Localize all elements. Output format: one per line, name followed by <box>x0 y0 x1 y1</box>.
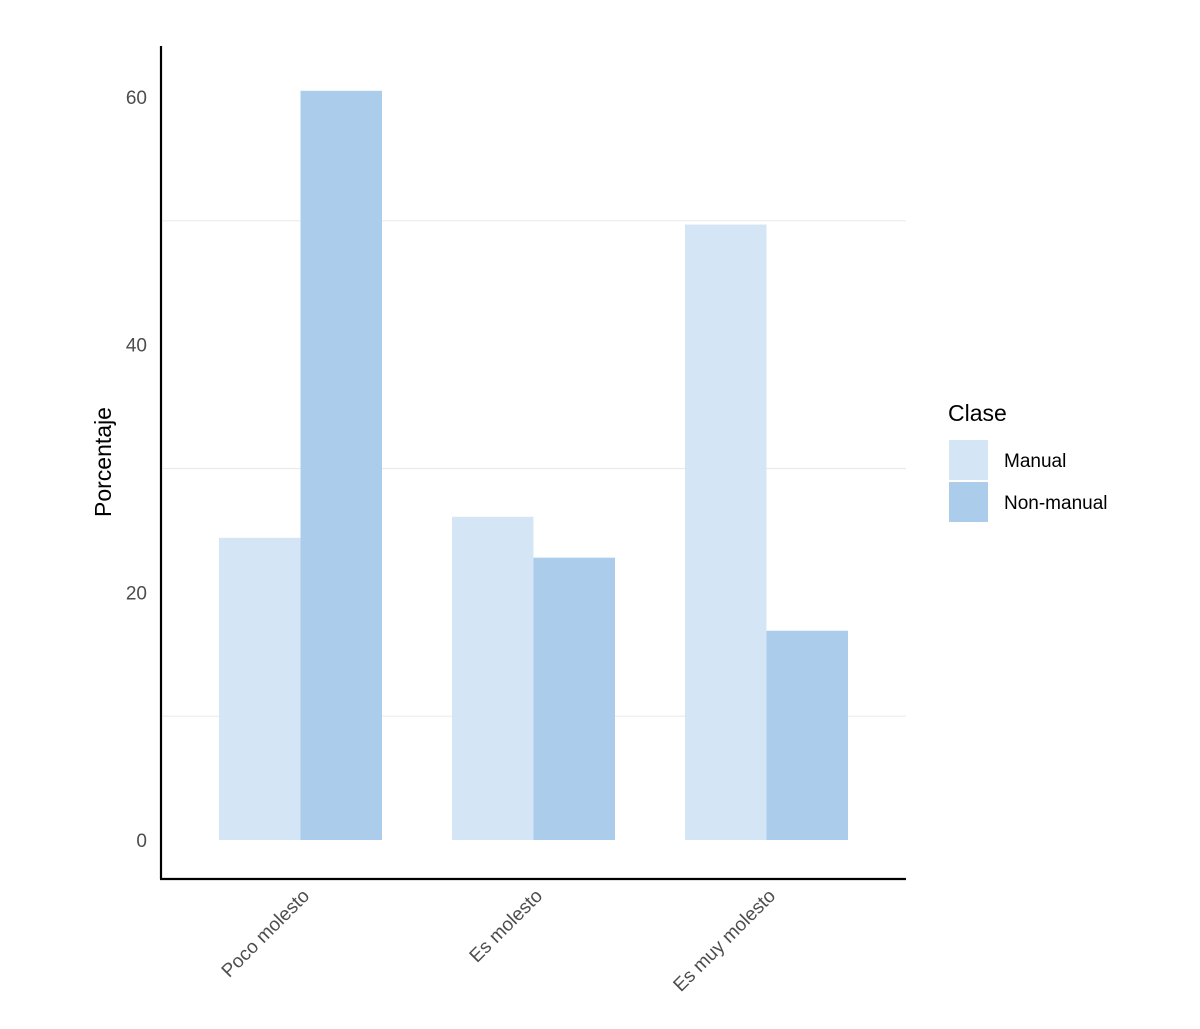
legend-items: Manual Non-manual <box>949 440 1108 522</box>
bar-manual <box>219 537 301 840</box>
y-tick-label: 0 <box>136 831 147 852</box>
legend-key <box>949 440 988 480</box>
bars <box>219 90 848 840</box>
y-axis-title: Porcentaje <box>90 407 116 517</box>
bar-non-manual <box>533 557 615 840</box>
y-tick-labels: 0 20 40 60 <box>126 88 147 852</box>
y-tick-label: 20 <box>126 583 147 604</box>
x-tick-label: Es molesto <box>466 886 547 967</box>
x-tick-label: Poco molesto <box>218 886 314 982</box>
y-tick-label: 40 <box>126 336 147 357</box>
bar-manual <box>452 516 534 840</box>
legend: Clase Manual Non-manual <box>948 400 1108 522</box>
x-tick-labels: Poco molesto Es molesto Es muy molesto <box>218 886 780 996</box>
axes <box>159 46 906 881</box>
legend-key <box>949 482 988 522</box>
bar-non-manual <box>300 90 382 840</box>
legend-label: Manual <box>1004 451 1066 472</box>
y-tick-label: 60 <box>126 88 147 109</box>
bar-manual <box>685 224 767 840</box>
x-tick-label: Es muy molesto <box>670 886 780 996</box>
bar-non-manual <box>766 630 848 840</box>
legend-label: Non-manual <box>1004 493 1108 514</box>
legend-title: Clase <box>948 400 1007 426</box>
